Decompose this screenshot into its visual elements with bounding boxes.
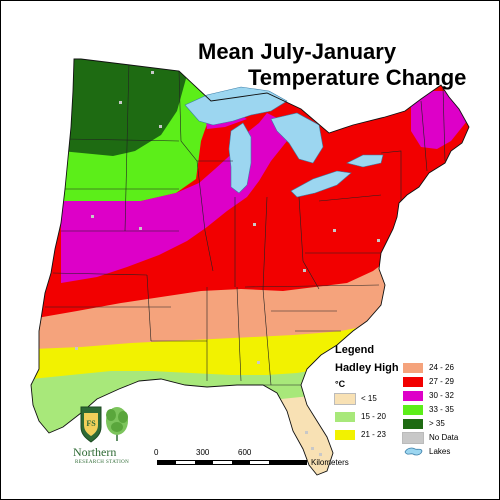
scale-segment [195,461,213,464]
legend-item: 30 - 32 [403,390,454,402]
legend-label: 27 - 29 [429,377,454,386]
legend-label: 21 - 23 [361,430,386,439]
legend-label: 30 - 32 [429,391,454,400]
lake-superior [184,86,288,126]
legend-label: 15 - 20 [361,412,386,421]
scale-unit: Kilometers [311,458,349,467]
lake-ontario [346,154,384,168]
legend-item: < 15 [334,392,377,405]
legend-item: 33 - 35 [403,404,454,416]
legend-label: 33 - 35 [429,405,454,414]
no-data-cells [75,71,380,456]
legend-label: Lakes [429,447,451,456]
scale-segment [232,461,250,464]
legend-title: Legend [335,344,375,356]
map-legend: Legend Hadley High °C < 15 15 - 20 21 - … [334,344,495,469]
legend-swatch [403,362,423,373]
legend-swatch [403,390,423,401]
legend-item: 27 - 29 [403,376,454,388]
lake-icon [404,448,423,456]
logo-name: Northern [73,445,117,459]
logo-subtitle: RESEARCH STATION [75,460,130,465]
lake-erie [290,170,352,198]
state-boundaries [45,60,446,386]
northern-research-station-logo: FS Northern RESEARCH STATION [71,401,161,471]
oak-leaf-icon [106,407,128,441]
map-title: Mean July-January Temperature Change [176,39,476,91]
legend-item: No Data [402,431,459,444]
forest-service-shield-icon: FS [80,406,128,443]
legend-label: < 15 [361,394,377,403]
title-line-1: Mean July-January [198,39,397,64]
legend-item: 24 - 26 [403,362,454,374]
legend-item: > 35 [403,418,445,430]
legend-swatch [403,418,423,429]
legend-label: 24 - 26 [429,363,454,372]
scale-tick-label: 0 [154,448,159,457]
legend-swatch [335,429,355,440]
legend-swatch [335,411,355,422]
legend-swatch [334,392,356,405]
legend-swatch [403,376,423,387]
scale-segment [269,461,306,464]
legend-label: No Data [429,433,459,442]
lake-huron [270,112,324,164]
scale-tick-label: 300 [196,448,210,457]
scale-segment [158,461,176,464]
great-lakes [184,86,384,198]
land-outline [30,58,470,476]
lake-michigan [228,122,252,194]
scale-tick-label: 600 [238,448,252,457]
title-line-2: Temperature Change [248,65,467,90]
legend-unit: °C [335,379,346,389]
legend-swatch [402,431,424,444]
legend-item: 21 - 23 [335,429,386,441]
scale-bar-graphic [157,460,307,465]
legend-swatch [403,404,423,415]
legend-item: 15 - 20 [335,411,386,423]
scale-bar: 0 300 600 Kilometers [151,448,349,478]
legend-subtitle: Hadley High [335,362,399,374]
shield-letters: FS [86,419,96,428]
zone-over-35 [61,59,187,156]
legend-item: Lakes [403,446,450,458]
legend-label: > 35 [429,419,445,428]
